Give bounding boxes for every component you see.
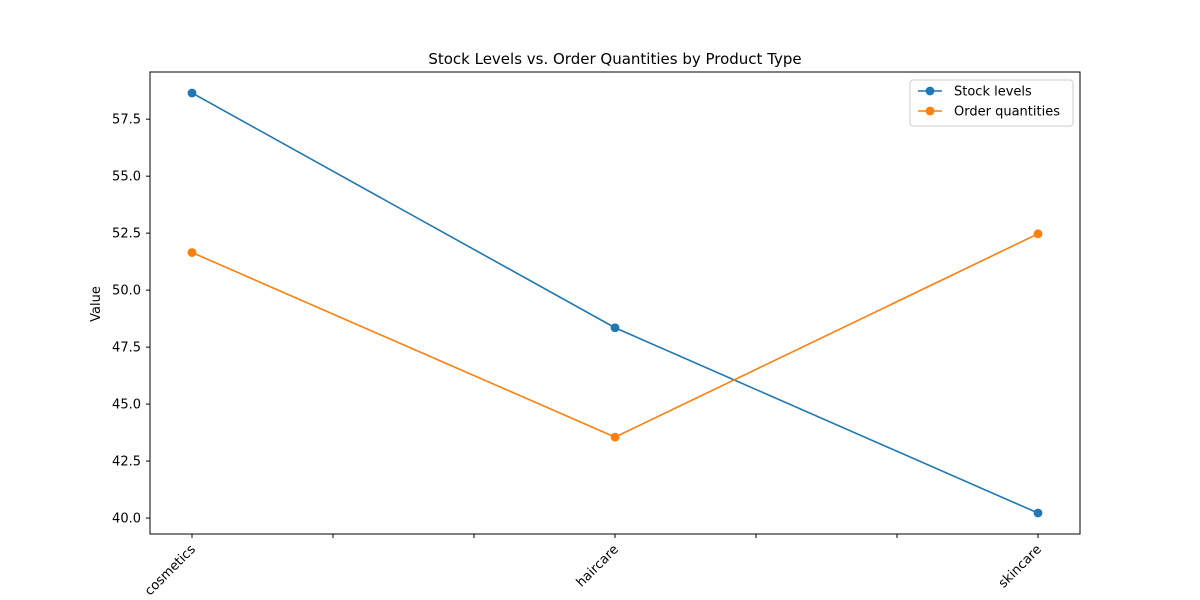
y-tick-label: 55.0	[112, 170, 141, 185]
y-tick-label: 52.5	[112, 227, 141, 242]
y-axis-label: Value	[89, 286, 104, 322]
y-tick-label: 57.5	[112, 113, 141, 128]
y-tick-label: 40.0	[112, 512, 141, 527]
series-line	[191, 233, 1039, 439]
y-tick-label: 47.5	[112, 341, 141, 356]
data-point	[187, 88, 197, 98]
legend: Stock levels Order quantities	[909, 79, 1074, 127]
x-tick-label: haircare	[574, 542, 622, 590]
legend-swatch-marker	[925, 106, 935, 116]
series-layer	[187, 88, 1043, 518]
y-tick-label: 50.0	[112, 284, 141, 299]
y-tick-label: 42.5	[112, 455, 141, 470]
plot-frame	[149, 71, 1081, 535]
x-tick-label: skincare	[996, 542, 1045, 591]
x-tick-label: cosmetics	[142, 542, 199, 599]
legend-label: Stock levels	[954, 85, 1032, 100]
data-point	[187, 248, 197, 257]
legend-label: Order quantities	[954, 105, 1060, 120]
axes: 40.0 42.5 45.0 47.5 50.0 52.5 55.0 57.5 cosmetic…	[112, 71, 1081, 599]
data-point	[1033, 508, 1043, 518]
chart-title: Stock Levels vs. Order Quantities by Pro…	[428, 50, 801, 68]
legend-swatch-marker	[925, 86, 935, 96]
series-line	[191, 92, 1039, 514]
legend-box	[909, 79, 1074, 127]
y-tick-label: 45.0	[112, 398, 141, 413]
data-point	[610, 323, 620, 333]
data-point	[610, 432, 620, 442]
data-point	[1033, 229, 1043, 239]
